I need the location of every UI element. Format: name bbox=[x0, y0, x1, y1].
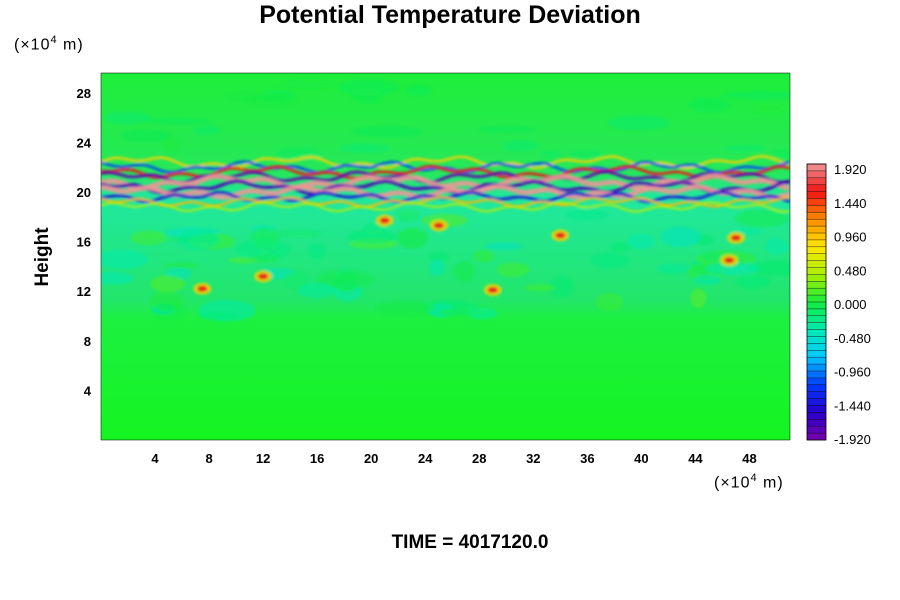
colorbar-label: -0.960 bbox=[834, 365, 871, 380]
colorbar-swatch bbox=[807, 281, 826, 289]
colorbar-swatch bbox=[807, 308, 826, 317]
colorbar-swatch bbox=[807, 177, 826, 185]
plot-frame bbox=[100, 72, 791, 441]
colorbar-swatch bbox=[807, 239, 826, 248]
y-tick-label: 28 bbox=[77, 86, 91, 101]
colorbar-swatch bbox=[807, 198, 826, 206]
time-label: TIME = 4017120.0 bbox=[391, 532, 549, 553]
colorbar-swatch bbox=[807, 398, 826, 406]
colorbar-swatch bbox=[807, 377, 826, 386]
x-axis-unit: (×104 m) bbox=[714, 472, 784, 492]
colorbar-swatch bbox=[807, 419, 826, 427]
colorbar-label: 0.000 bbox=[834, 297, 867, 312]
y-tick-label: 20 bbox=[77, 185, 91, 200]
colorbar-swatch bbox=[807, 391, 826, 399]
colorbar-swatch bbox=[807, 357, 826, 365]
x-tick-label: 12 bbox=[256, 451, 270, 466]
colorbar-swatch bbox=[807, 205, 826, 213]
colorbar-frame bbox=[806, 163, 827, 441]
colorbar-swatch bbox=[807, 384, 826, 392]
colorbar-swatch bbox=[807, 184, 826, 192]
y-tick-label: 24 bbox=[77, 135, 92, 150]
y-tick-label: 16 bbox=[77, 235, 91, 250]
colorbar: 1.920 1.440 0.960 0.480 0.000 -0.480 -0.960 -1.… bbox=[806, 162, 871, 447]
colorbar-swatch bbox=[807, 426, 826, 434]
colorbar-swatch bbox=[807, 350, 826, 358]
x-tick-label: 20 bbox=[364, 451, 378, 466]
x-tick-label: 24 bbox=[418, 451, 433, 466]
field-texture bbox=[101, 79, 790, 322]
x-tick-label: 48 bbox=[742, 451, 756, 466]
x-tick-label: 32 bbox=[526, 451, 540, 466]
colorbar-label: 1.440 bbox=[834, 196, 867, 211]
colorbar-swatch bbox=[807, 226, 826, 234]
colorbar-swatch bbox=[807, 302, 826, 310]
y-tick-label: 12 bbox=[77, 284, 91, 299]
chart-title: Potential Temperature Deviation bbox=[259, 1, 641, 29]
x-tick-label: 28 bbox=[472, 451, 486, 466]
colorbar-label: -1.440 bbox=[834, 398, 871, 413]
colorbar-swatch bbox=[807, 336, 826, 344]
x-tick-label: 16 bbox=[310, 451, 324, 466]
colorbar-swatch bbox=[807, 288, 826, 296]
colorbar-swatch bbox=[807, 412, 826, 420]
colorbar-swatch bbox=[807, 170, 826, 179]
colorbar-swatch bbox=[807, 164, 826, 172]
colorbar-swatch bbox=[807, 219, 826, 227]
x-tick-label: 4 bbox=[151, 451, 159, 466]
colorbar-swatch bbox=[807, 267, 826, 275]
x-tick-label: 36 bbox=[580, 451, 594, 466]
colorbar-swatch bbox=[807, 260, 826, 268]
x-tick-label: 44 bbox=[688, 451, 703, 466]
colorbar-swatch bbox=[807, 191, 826, 199]
colorbar-swatch bbox=[807, 274, 826, 282]
colorbar-swatch bbox=[807, 233, 826, 241]
colorbar-label: -1.920 bbox=[834, 432, 871, 447]
colorbar-swatch bbox=[807, 212, 826, 220]
colorbar-swatch bbox=[807, 371, 826, 379]
colorbar-label: 1.920 bbox=[834, 162, 867, 177]
y-axis-unit: (×104 m) bbox=[14, 34, 84, 54]
colorbar-swatch bbox=[807, 329, 826, 337]
colorbar-swatch bbox=[807, 364, 826, 372]
y-tick-labels: 4 8 12 16 20 24 28 bbox=[77, 86, 92, 399]
colorbar-swatch bbox=[807, 322, 826, 330]
colorbar-label: 0.480 bbox=[834, 263, 867, 278]
colorbar-swatch bbox=[807, 405, 826, 413]
colorbar-swatch bbox=[807, 253, 826, 261]
heatmap-field bbox=[101, 73, 790, 440]
x-tick-label: 8 bbox=[205, 451, 212, 466]
colorbar-swatch bbox=[807, 246, 826, 254]
x-tick-labels: 4 8 12 16 20 24 28 32 36 40 44 48 bbox=[151, 451, 756, 466]
colorbar-label: -0.480 bbox=[834, 331, 871, 346]
colorbar-swatch bbox=[807, 315, 826, 323]
colorbar-label: 0.960 bbox=[834, 230, 867, 245]
y-tick-label: 4 bbox=[84, 383, 92, 398]
colorbar-swatch bbox=[807, 295, 826, 303]
colorbar-swatch bbox=[807, 433, 826, 441]
colorbar-swatch bbox=[807, 343, 826, 351]
y-tick-label: 8 bbox=[84, 334, 91, 349]
x-tick-label: 40 bbox=[634, 451, 648, 466]
